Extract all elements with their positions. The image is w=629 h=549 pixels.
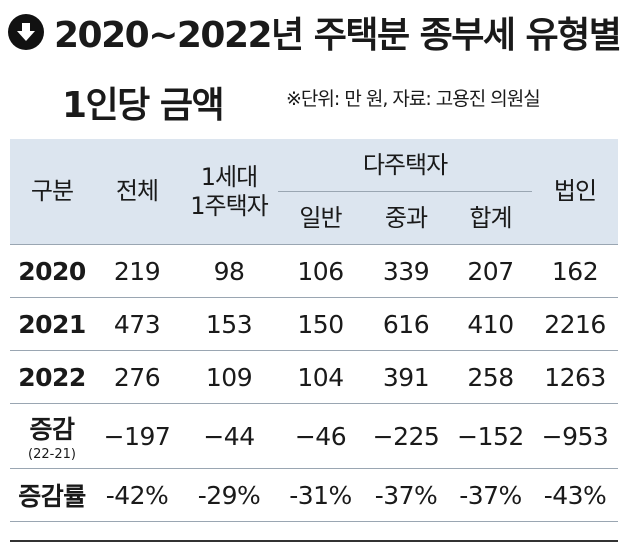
cell-corporate: 2216	[532, 297, 618, 351]
header-multi-house: 다주택자	[278, 139, 532, 192]
row-label: 2022	[10, 350, 94, 404]
header-category: 구분	[10, 139, 94, 245]
cell-total: -42%	[94, 468, 180, 522]
header-heavy: 중과	[363, 191, 449, 245]
cell-general: 106	[278, 244, 363, 298]
cell-total: −197	[94, 403, 180, 469]
header-single-house-line1: 1세대	[200, 162, 258, 191]
arrow-down-circle-icon	[8, 14, 44, 50]
table-row: 2022 276 109 104 391 258 1263	[10, 350, 618, 404]
table-row: 증감 (22-21) −197 −44 −46 −225 −152 −953	[10, 403, 618, 469]
cell-general: 104	[278, 350, 363, 404]
cell-heavy: 391	[363, 350, 449, 404]
header-total: 전체	[94, 139, 180, 245]
cell-corporate: 1263	[532, 350, 618, 404]
cell-heavy: −225	[363, 403, 449, 469]
cell-single-house: −44	[180, 403, 278, 469]
row-label: 2021	[10, 297, 94, 351]
row-label: 2020	[10, 244, 94, 298]
header-single-house-line2: 1주택자	[190, 191, 269, 220]
cell-corporate: −953	[532, 403, 618, 469]
cell-single-house: -29%	[180, 468, 278, 522]
cell-sum: 207	[449, 244, 532, 298]
cell-sum: -37%	[449, 468, 532, 522]
title-row: 2020~2022년 주택분 종부세 유형별	[8, 8, 622, 56]
table-row: 2020 219 98 106 339 207 162	[10, 244, 618, 298]
header-corporate: 법인	[532, 139, 618, 245]
cell-total: 219	[94, 244, 180, 298]
cell-single-house: 98	[180, 244, 278, 298]
data-table: 구분 전체 1세대 1주택자 다주택자 법인 일반 중과 합계 2020 219…	[10, 139, 618, 522]
header-sum: 합계	[449, 191, 532, 245]
row-label-text: 증감	[29, 415, 75, 444]
row-label: 증감률	[10, 468, 94, 522]
cell-total: 276	[94, 350, 180, 404]
table-row: 2021 473 153 150 616 410 2216	[10, 297, 618, 351]
page-title: 2020~2022년 주택분 종부세 유형별	[54, 15, 622, 56]
source-note: ※단위: 만 원, 자료: 고용진 의원실	[286, 88, 541, 110]
cell-sum: 258	[449, 350, 532, 404]
cell-corporate: -43%	[532, 468, 618, 522]
cell-heavy: -37%	[363, 468, 449, 522]
row-label: 증감 (22-21)	[10, 403, 94, 469]
cell-total: 473	[94, 297, 180, 351]
table-row: 증감률 -42% -29% -31% -37% -37% -43%	[10, 468, 618, 522]
cell-heavy: 616	[363, 297, 449, 351]
header-single-house: 1세대 1주택자	[180, 139, 278, 245]
cell-single-house: 153	[180, 297, 278, 351]
page-subtitle: 1인당 금액	[62, 85, 225, 126]
cell-general: -31%	[278, 468, 363, 522]
cell-single-house: 109	[180, 350, 278, 404]
cell-sum: −152	[449, 403, 532, 469]
bottom-rule	[10, 540, 618, 542]
cell-sum: 410	[449, 297, 532, 351]
cell-heavy: 339	[363, 244, 449, 298]
cell-corporate: 162	[532, 244, 618, 298]
cell-general: −46	[278, 403, 363, 469]
cell-general: 150	[278, 297, 363, 351]
header-general: 일반	[278, 191, 363, 245]
row-sublabel: (22-21)	[28, 447, 76, 462]
